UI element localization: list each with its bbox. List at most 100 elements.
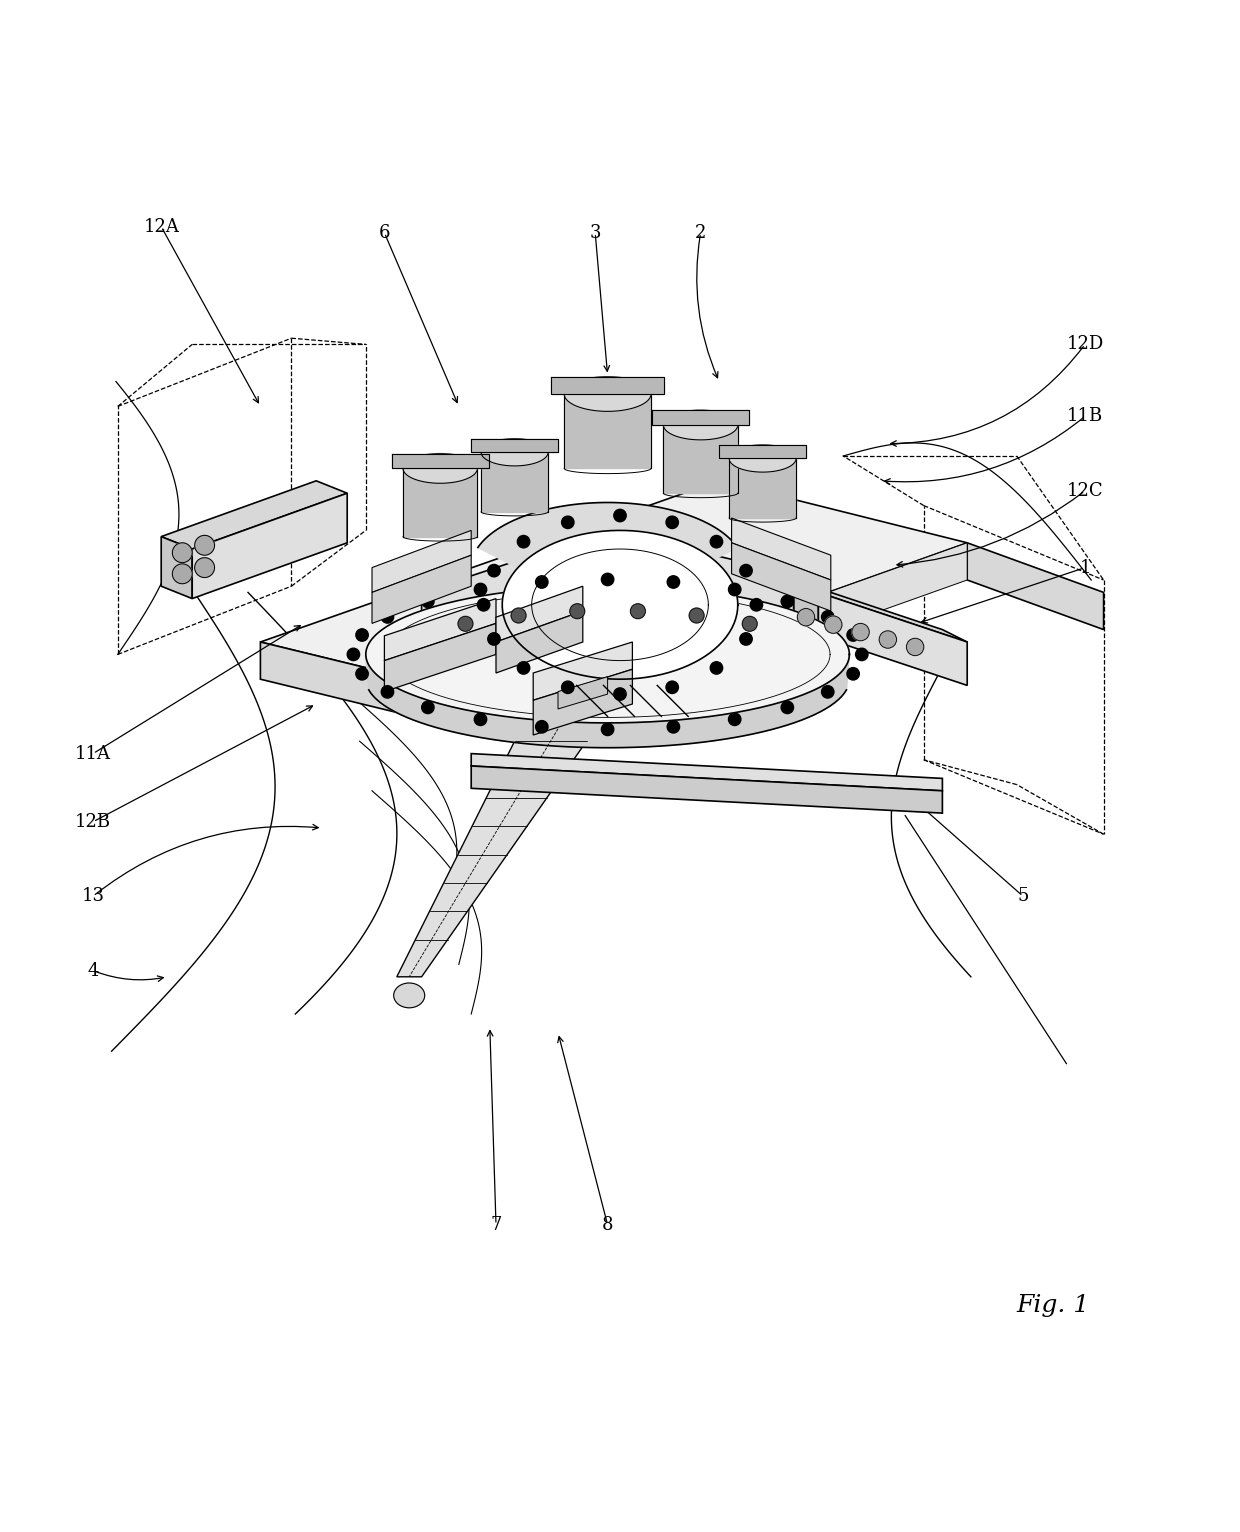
Circle shape [729,584,742,596]
Polygon shape [192,493,347,599]
Circle shape [797,608,815,627]
Circle shape [570,604,585,619]
Circle shape [728,712,740,726]
Circle shape [601,723,614,735]
Text: 12A: 12A [144,218,179,236]
Text: 2: 2 [694,224,707,242]
Text: 12D: 12D [1066,336,1104,354]
Circle shape [750,599,763,611]
Polygon shape [558,677,608,709]
Circle shape [666,682,678,694]
Circle shape [381,686,393,699]
Circle shape [879,631,897,648]
Polygon shape [260,642,515,741]
Text: 4: 4 [87,962,99,979]
Circle shape [172,564,192,584]
Circle shape [847,628,859,642]
Circle shape [562,682,574,694]
Polygon shape [392,453,489,469]
Circle shape [356,628,368,642]
Circle shape [487,633,500,645]
Polygon shape [552,377,665,394]
Circle shape [422,596,434,608]
Circle shape [822,611,835,624]
Polygon shape [496,587,583,642]
Circle shape [172,542,192,562]
Polygon shape [422,530,794,630]
Polygon shape [496,611,583,673]
Circle shape [740,564,753,578]
Circle shape [474,584,486,596]
Circle shape [906,639,924,656]
Polygon shape [384,624,496,691]
Polygon shape [729,444,796,472]
Circle shape [711,536,723,548]
Circle shape [856,648,868,660]
Polygon shape [967,542,1104,630]
Polygon shape [564,394,651,469]
Polygon shape [533,669,632,735]
Polygon shape [161,481,347,548]
Circle shape [666,516,678,529]
Polygon shape [477,502,738,614]
Circle shape [517,536,529,548]
Circle shape [781,596,794,608]
Circle shape [711,662,723,674]
Polygon shape [663,411,738,440]
Circle shape [740,633,753,645]
Circle shape [743,616,758,631]
Circle shape [511,608,526,624]
Text: 7: 7 [490,1216,502,1233]
Circle shape [667,576,680,588]
Circle shape [562,516,574,529]
Circle shape [458,616,472,631]
Text: 5: 5 [1017,887,1029,905]
Circle shape [781,702,794,714]
Polygon shape [818,593,967,685]
Circle shape [847,668,859,680]
Circle shape [477,599,490,611]
Circle shape [536,720,548,732]
Polygon shape [719,444,806,458]
Polygon shape [372,530,471,593]
Polygon shape [161,536,192,599]
Circle shape [195,558,215,578]
Circle shape [601,573,614,585]
Circle shape [614,688,626,700]
Polygon shape [794,581,818,636]
Polygon shape [729,458,796,518]
Circle shape [195,535,215,555]
Text: 11B: 11B [1066,408,1104,426]
Circle shape [825,616,842,633]
Circle shape [689,608,704,624]
Circle shape [487,564,500,578]
Text: 13: 13 [82,887,104,905]
Text: 12C: 12C [1066,481,1104,499]
Polygon shape [663,424,738,493]
Polygon shape [372,555,471,624]
Polygon shape [471,754,942,791]
Polygon shape [515,542,967,741]
Circle shape [356,668,368,680]
Circle shape [381,611,393,624]
Circle shape [852,624,869,640]
Circle shape [517,662,529,674]
Circle shape [822,686,835,699]
Polygon shape [794,581,967,642]
Text: 12B: 12B [74,813,112,830]
Circle shape [347,648,360,660]
Polygon shape [732,542,831,611]
Polygon shape [502,530,738,679]
Text: 11A: 11A [74,745,112,763]
Polygon shape [366,585,849,723]
Polygon shape [403,469,477,536]
Circle shape [536,576,548,588]
Polygon shape [732,518,831,581]
Polygon shape [384,599,496,660]
Polygon shape [471,438,558,452]
Polygon shape [652,411,749,424]
Polygon shape [564,377,651,412]
Circle shape [474,712,486,726]
Polygon shape [366,654,849,748]
Text: 8: 8 [601,1216,614,1233]
